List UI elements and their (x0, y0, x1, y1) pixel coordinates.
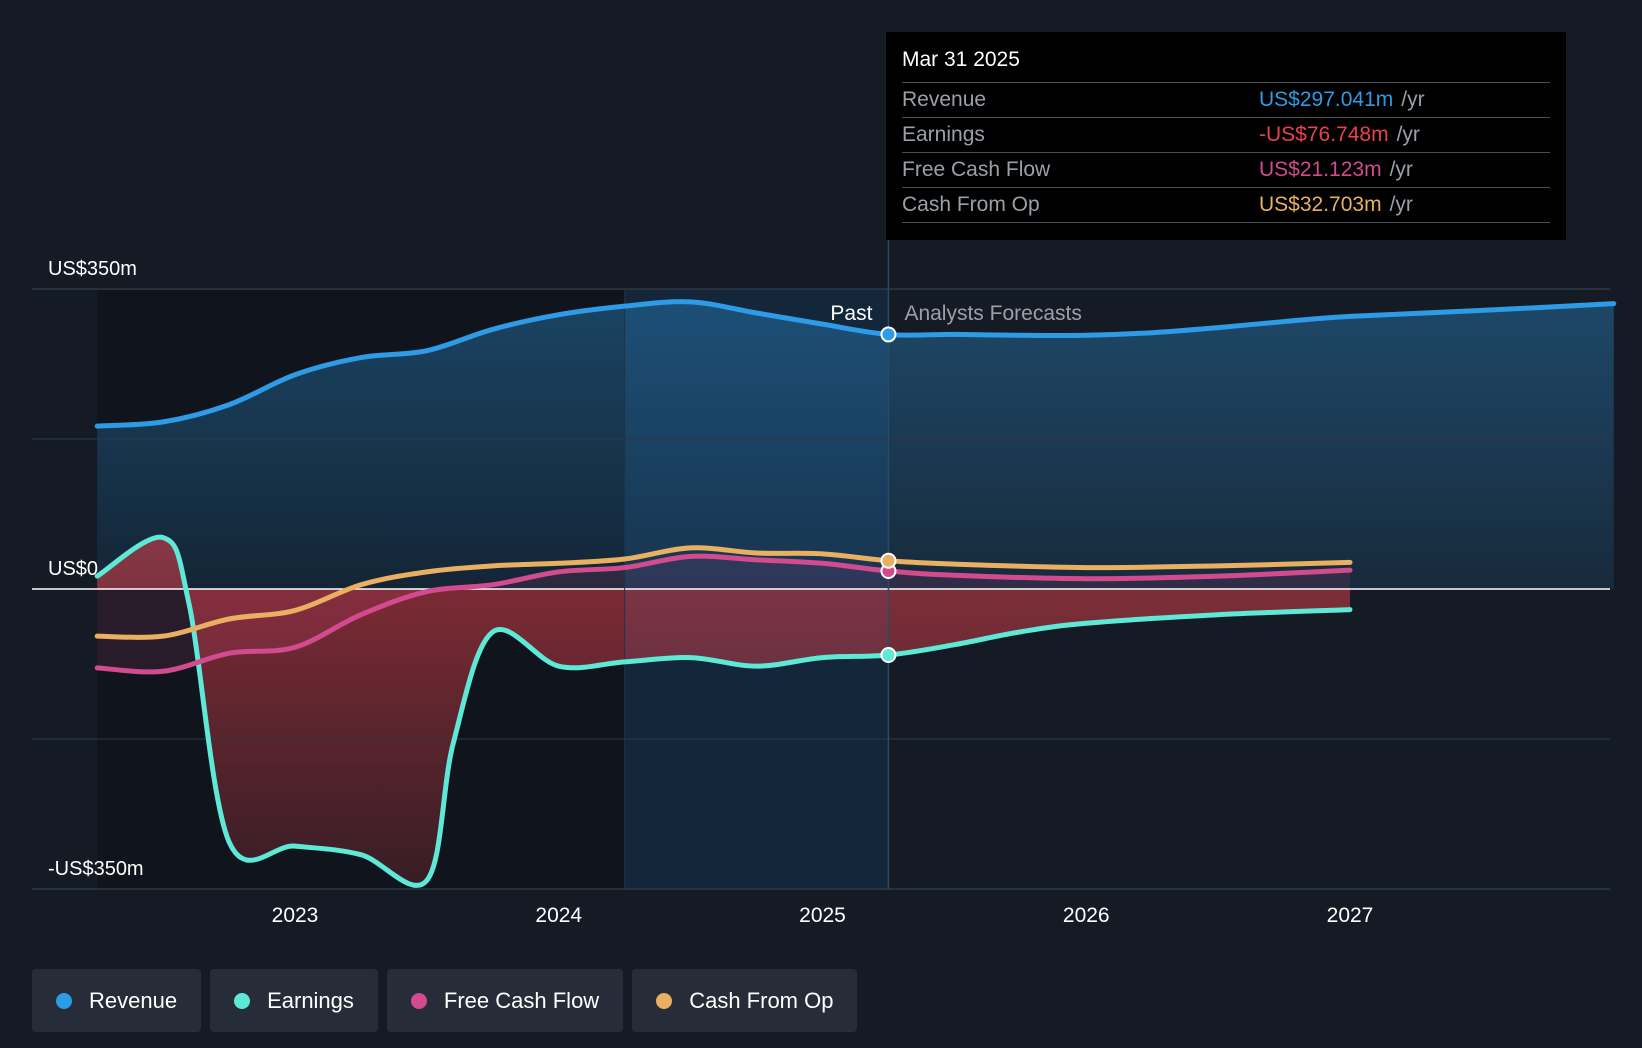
free-cash-flow-area (97, 556, 1350, 672)
legend-dot-icon (234, 992, 251, 1009)
legend: Revenue Earnings Free Cash Flow Cash Fro… (32, 969, 858, 1032)
series-line-revenue (94, 299, 1617, 429)
legend-item-free-cash-flow[interactable]: Free Cash Flow (386, 969, 624, 1032)
legend-label: Earnings (267, 987, 354, 1013)
tooltip-value: -US$76.748m (1259, 123, 1389, 146)
legend-item-revenue[interactable]: Revenue (32, 969, 202, 1032)
x-tick-label: 2026 (1063, 904, 1110, 927)
series-line-earnings (94, 534, 1353, 888)
tooltip-date: Mar 31 2025 (902, 48, 1020, 71)
tooltip-label: Free Cash Flow (902, 158, 1051, 181)
tooltip-row-cash-from-op: Cash From Op US$32.703m /yr (902, 187, 1550, 223)
legend-dot-icon (656, 992, 673, 1009)
forecast-label: Analysts Forecasts (904, 302, 1081, 325)
series-line-free-cash-flow (94, 553, 1353, 675)
y-tick-label: US$0 (48, 558, 98, 580)
tooltip-label: Revenue (902, 88, 987, 111)
point-earnings (880, 647, 897, 663)
tooltip-value: US$21.123m (1259, 158, 1382, 181)
y-tick-label: US$350m (48, 258, 137, 280)
tooltip-row-free-cash-flow: Free Cash Flow US$21.123m /yr (902, 152, 1550, 187)
tooltip-unit: /yr (1389, 158, 1413, 181)
legend-dot-icon (410, 992, 427, 1009)
tooltip-label: Cash From Op (902, 193, 1040, 216)
point-revenue (880, 326, 897, 343)
y-tick-label: -US$350m (48, 858, 144, 880)
x-tick-label: 2024 (535, 904, 582, 927)
x-tick-label: 2027 (1327, 904, 1374, 927)
tooltip-row-earnings: Earnings -US$76.748m /yr (902, 117, 1550, 152)
x-tick-label: 2025 (799, 904, 846, 927)
tooltip-unit: /yr (1396, 123, 1420, 146)
legend-label: Cash From Op (689, 987, 834, 1013)
legend-dot-icon (56, 992, 72, 1009)
tooltip-value: US$32.703m (1259, 193, 1382, 216)
legend-item-cash-from-op[interactable]: Cash From Op (632, 969, 858, 1032)
series-line-cash-from-op (94, 545, 1353, 640)
legend-label: Revenue (89, 987, 178, 1013)
tooltip-value: US$297.041m (1259, 88, 1394, 111)
past-label: Past (830, 302, 872, 325)
tooltip-label: Earnings (902, 123, 985, 146)
tooltip: Mar 31 2025 Revenue US$297.041m /yr Earn… (886, 32, 1566, 240)
revenue-area (97, 301, 1614, 589)
tooltip-unit: /yr (1389, 193, 1413, 216)
legend-item-earnings[interactable]: Earnings (210, 969, 378, 1032)
tooltip-row-revenue: Revenue US$297.041m /yr (902, 82, 1550, 117)
tooltip-unit: /yr (1401, 88, 1425, 111)
x-tick-label: 2023 (272, 904, 319, 927)
legend-label: Free Cash Flow (443, 987, 600, 1013)
point-cash-from-op (880, 552, 897, 569)
earnings-area (97, 537, 1350, 886)
